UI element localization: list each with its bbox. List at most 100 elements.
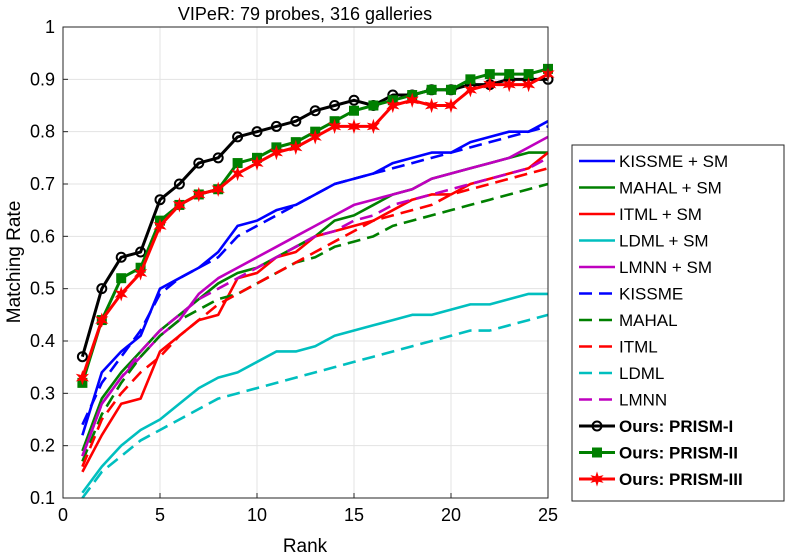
- legend-marker: [590, 471, 604, 487]
- data-point: [269, 144, 284, 161]
- y-tick-label: 0.7: [30, 174, 55, 194]
- data-point: [211, 181, 225, 197]
- plot-frame: [62, 26, 549, 499]
- series-line-lmnn: [81, 156, 549, 457]
- legend-label: KISSME + SM: [619, 152, 728, 171]
- x-axis-title: Rank: [283, 536, 328, 556]
- data-point: [366, 118, 381, 135]
- data-point: [270, 120, 282, 132]
- axis-ticks: 0 5 10 15 20 25 0.1 0.2 0.3 0.4 0.5 0.6 0.7 0.8 0.9 1: [30, 17, 558, 525]
- series-kissme-sm: [81, 120, 549, 436]
- data-point: [483, 76, 497, 93]
- data-point: [368, 100, 379, 111]
- legend-entry-itml: ITML: [579, 338, 658, 357]
- legend: KISSME + SM MAHAL + SM ITML + SM LDML + SM L…: [571, 144, 785, 502]
- data-point: [115, 251, 127, 263]
- data-point: [116, 273, 127, 284]
- data-point: [309, 105, 321, 117]
- series-ldml-sm: [81, 292, 548, 494]
- legend-label: MAHAL: [619, 311, 678, 330]
- data-point: [135, 246, 147, 258]
- data-point: [96, 283, 108, 295]
- legend-label: ITML + SM: [619, 205, 702, 224]
- data-point: [290, 115, 302, 127]
- y-tick-label: 0.1: [30, 488, 55, 508]
- y-tick-label: 0.3: [30, 383, 55, 403]
- legend-entry-mahal: MAHAL: [579, 311, 678, 330]
- data-point: [308, 129, 322, 145]
- legend-label: ITML: [619, 338, 658, 357]
- data-point: [230, 165, 245, 182]
- data-point: [463, 82, 478, 98]
- legend-label: Ours: PRISM-III: [619, 470, 743, 489]
- x-tick-label: 15: [344, 505, 364, 525]
- y-tick-label: 1: [45, 17, 55, 37]
- data-point: [173, 178, 185, 190]
- y-tick-label: 0.8: [30, 122, 55, 142]
- series-mahal: [81, 182, 549, 462]
- x-tick-label: 20: [441, 505, 461, 525]
- data-point: [75, 369, 90, 386]
- legend-entry-ours-prism-i: Ours: PRISM-I: [579, 417, 733, 436]
- data-point: [114, 286, 128, 302]
- series-line-kissme-sm: [81, 120, 549, 436]
- legend-entry-itml-sm: ITML + SM: [579, 205, 702, 224]
- x-tick-label: 0: [58, 505, 68, 525]
- series-ldml: [81, 313, 549, 499]
- legend-label: KISSME: [619, 285, 683, 304]
- legend-entry-mahal-sm: MAHAL + SM: [579, 179, 722, 198]
- data-point: [426, 84, 437, 95]
- data-point: [154, 194, 166, 206]
- data-point: [192, 186, 206, 203]
- legend-entry-ldml-sm: LDML + SM: [579, 232, 709, 251]
- legend-entry-ours-prism-iii: Ours: PRISM-III: [579, 470, 743, 489]
- data-point: [193, 157, 205, 169]
- legend-label: LDML: [619, 364, 664, 383]
- data-point: [172, 197, 187, 213]
- y-tick-label: 0.4: [30, 331, 55, 351]
- series-line-mahal: [81, 182, 549, 462]
- legend-label: MAHAL + SM: [619, 179, 722, 198]
- data-point: [347, 118, 361, 135]
- series-lmnn: [81, 156, 549, 457]
- y-tick-label: 0.6: [30, 226, 55, 246]
- data-point: [405, 92, 419, 108]
- series-kissme: [81, 125, 549, 426]
- series-line-kissme: [81, 125, 549, 426]
- x-tick-label: 5: [155, 505, 165, 525]
- y-tick-label: 0.9: [30, 69, 55, 89]
- data-point: [212, 152, 224, 164]
- data-point: [95, 312, 109, 328]
- data-point: [250, 155, 264, 171]
- data-point: [349, 105, 359, 116]
- x-tick-label: 10: [247, 505, 267, 525]
- x-tick-label: 25: [538, 505, 558, 525]
- legend-marker: [591, 420, 603, 432]
- y-axis-title: Matching Rate: [4, 201, 25, 324]
- data-point: [386, 97, 400, 114]
- legend-box: [571, 144, 785, 502]
- data-point: [327, 118, 342, 135]
- legend-label: LMNN: [619, 391, 667, 410]
- legend-label: LDML + SM: [619, 232, 709, 251]
- data-point: [502, 76, 516, 93]
- data-point: [232, 131, 244, 143]
- legend-entry-lmnn: LMNN: [579, 391, 667, 410]
- legend-entries: KISSME + SM MAHAL + SM ITML + SM LDML + SM L…: [579, 152, 743, 489]
- legend-entry-ours-prism-ii: Ours: PRISM-II: [579, 444, 738, 463]
- data-point: [133, 265, 148, 281]
- y-tick-label: 0.5: [30, 279, 55, 299]
- data-point: [251, 126, 263, 138]
- data-point: [521, 76, 536, 93]
- series-line-ldml-sm: [81, 292, 548, 494]
- chart-title: VIPeR: 79 probes, 316 galleries: [178, 4, 432, 24]
- data-point: [329, 100, 341, 111]
- legend-label: LMNN + SM: [619, 258, 712, 277]
- legend-entry-lmnn-sm: LMNN + SM: [579, 258, 712, 277]
- y-tick-label: 0.2: [30, 436, 55, 456]
- data-point: [444, 97, 458, 114]
- legend-entry-kissme-sm: KISSME + SM: [579, 152, 728, 171]
- legend-entry-ldml: LDML: [579, 364, 664, 383]
- legend-marker: [592, 447, 602, 458]
